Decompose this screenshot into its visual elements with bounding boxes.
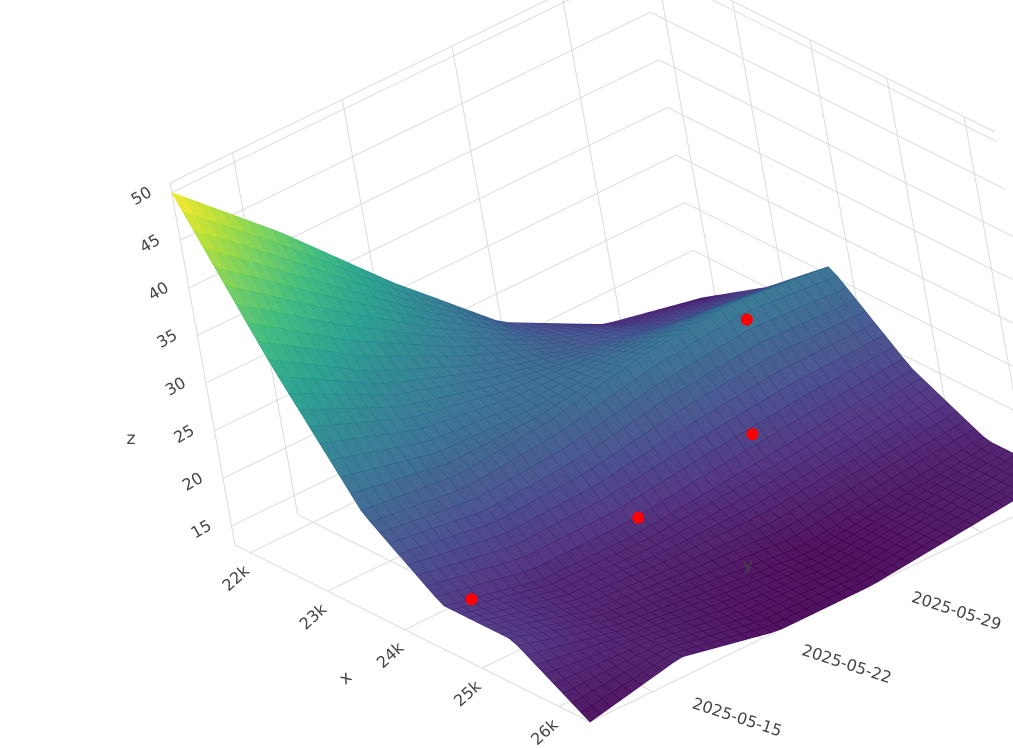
surface-patch-43-0	[580, 705, 601, 723]
points-layer	[465, 313, 759, 606]
frame-edge-top-back	[169, 0, 549, 184]
data-point-3	[740, 313, 753, 326]
grid-side-x-4	[963, 116, 1013, 392]
z-tick-label-2: 25	[170, 421, 197, 448]
grid-back-z-6	[180, 11, 651, 241]
surface-layer	[171, 191, 1013, 723]
grid-side-x-0	[661, 0, 721, 325]
frame-edge-z	[169, 182, 236, 546]
x-tick-label-4: 26k	[527, 714, 562, 748]
y-axis-title: y	[743, 555, 753, 575]
z-tick-label-1: 20	[179, 468, 206, 495]
z-tick-label-6: 45	[136, 230, 163, 257]
y-tick-label-2: 2025-05-29	[909, 587, 1003, 634]
data-point-0	[465, 593, 478, 606]
z-tick-label-5: 40	[145, 278, 172, 305]
grid-side-z-6	[650, 11, 1006, 190]
grid-side-z-3	[675, 154, 1013, 324]
y-tick-label-1: 2025-05-22	[800, 640, 894, 687]
grid-side-z-4	[667, 106, 1013, 281]
grid-side-z-7	[711, 0, 997, 142]
x-tick-label-1: 23k	[296, 599, 331, 633]
frame-edge-x	[234, 544, 591, 723]
x-axis-title: x	[336, 667, 357, 689]
x-tick-label-2: 24k	[373, 637, 408, 671]
data-point-1	[632, 511, 645, 524]
surface-patch-42-41	[1008, 482, 1013, 489]
data-point-2	[746, 428, 759, 441]
y-tick-label-0: 2025-05-15	[690, 694, 784, 741]
grid-back-z-7	[171, 0, 570, 193]
grid-side-z-5	[658, 59, 1013, 237]
frame-edge-top-side	[729, 0, 996, 133]
grid-side-z-2	[684, 202, 1013, 368]
z-tick-label-0: 15	[188, 516, 215, 543]
surface-patch-0-0	[171, 191, 196, 216]
z-tick-label-7: 50	[128, 182, 155, 209]
grid-back-y-3	[562, 0, 628, 356]
z-tick-label-4: 35	[153, 325, 180, 352]
x-tick-label-0: 22k	[218, 560, 253, 594]
x-tick-label-3: 25k	[450, 676, 485, 710]
z-axis-title: z	[127, 429, 136, 449]
z-tick-label-3: 30	[162, 373, 189, 400]
grid-side-x-3	[886, 78, 953, 441]
